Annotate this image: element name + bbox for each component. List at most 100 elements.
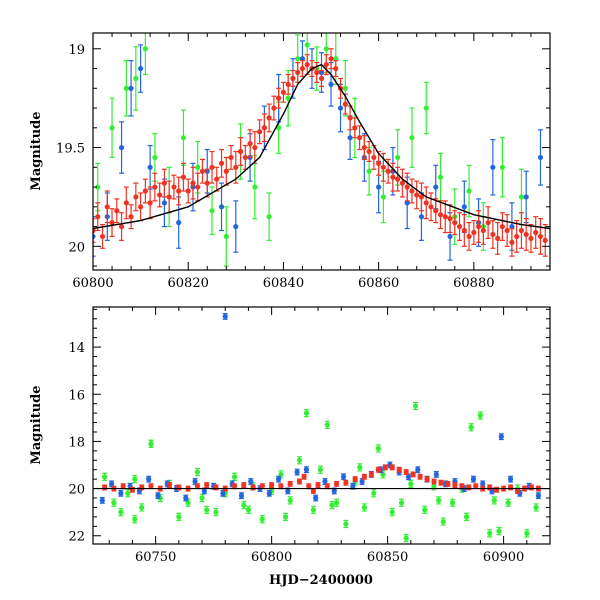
data-marker <box>317 467 323 473</box>
data-point <box>95 202 101 232</box>
data-marker <box>139 484 145 491</box>
data-marker <box>431 483 437 489</box>
data-point <box>180 162 187 192</box>
y-axis-title: Magnitude <box>29 111 44 190</box>
data-marker <box>306 483 312 489</box>
x-tick-label: 60880 <box>453 276 494 291</box>
data-marker <box>238 493 245 499</box>
data-point <box>343 479 349 486</box>
data-marker <box>347 115 353 121</box>
data-point <box>398 498 405 507</box>
data-marker <box>310 507 316 513</box>
data-point <box>101 484 108 491</box>
data-marker <box>415 467 421 473</box>
data-point <box>223 206 229 267</box>
data-point <box>296 456 303 465</box>
data-marker <box>118 144 125 151</box>
data-marker <box>480 227 486 234</box>
data-marker <box>452 220 458 226</box>
data-point <box>176 484 182 491</box>
data-marker <box>533 504 539 511</box>
data-marker <box>99 233 106 240</box>
data-point <box>452 210 458 236</box>
data-marker <box>93 233 96 240</box>
data-point <box>404 172 410 202</box>
data-marker <box>466 188 472 194</box>
x-tick-label: 60800 <box>72 276 113 291</box>
data-marker <box>333 56 339 62</box>
x-tick-label: 60800 <box>251 550 292 565</box>
data-point <box>518 212 525 249</box>
data-point <box>375 466 381 473</box>
data-marker <box>185 188 191 194</box>
data-marker <box>473 483 479 489</box>
data-marker <box>437 212 444 218</box>
x-tick-label: 60900 <box>483 550 524 565</box>
data-point <box>118 489 124 497</box>
data-marker <box>266 490 272 496</box>
y-tick-label: 16 <box>68 388 85 403</box>
data-marker <box>303 410 310 416</box>
data-marker <box>128 85 134 91</box>
data-point <box>275 475 282 483</box>
data-marker <box>194 483 200 489</box>
data-marker <box>418 194 425 200</box>
data-marker <box>347 135 353 141</box>
data-marker <box>366 168 372 174</box>
data-point <box>287 496 293 505</box>
data-point <box>155 492 161 500</box>
data-marker <box>287 497 293 503</box>
data-marker <box>222 313 228 320</box>
plot-frame <box>92 306 551 545</box>
data-point <box>509 227 515 257</box>
data-point <box>93 218 96 243</box>
data-marker <box>322 478 328 485</box>
data-marker <box>282 514 289 520</box>
data-marker <box>294 469 300 475</box>
data-marker <box>142 188 148 194</box>
y-tick-label: 22 <box>68 530 85 545</box>
data-marker <box>518 227 525 234</box>
data-point <box>494 486 500 493</box>
data-point <box>528 484 535 491</box>
data-marker <box>447 216 453 222</box>
data-point <box>318 69 325 87</box>
data-point <box>195 172 201 202</box>
data-marker <box>190 180 196 186</box>
data-point <box>109 97 115 159</box>
data-point <box>101 472 108 481</box>
data-point <box>535 492 542 500</box>
data-marker <box>275 476 282 482</box>
data-point <box>471 220 477 245</box>
data-point <box>128 60 134 117</box>
data-point <box>213 484 219 491</box>
data-marker <box>342 101 348 107</box>
data-marker <box>120 483 126 489</box>
data-point <box>466 484 472 491</box>
data-marker <box>257 129 263 135</box>
data-marker <box>237 148 244 155</box>
data-point <box>183 494 189 502</box>
data-point <box>466 222 472 251</box>
data-point <box>146 475 152 483</box>
data-marker <box>252 184 258 190</box>
data-point <box>409 178 415 204</box>
data-point <box>114 198 120 224</box>
data-marker <box>176 188 182 194</box>
data-point <box>499 137 505 198</box>
data-point <box>333 60 339 78</box>
data-point <box>133 46 139 111</box>
data-marker <box>398 500 405 506</box>
data-marker <box>161 180 168 186</box>
data-point <box>157 182 163 208</box>
data-marker <box>490 231 496 238</box>
data-marker <box>152 154 158 161</box>
data-marker <box>333 65 339 72</box>
data-point <box>185 178 191 204</box>
data-point <box>204 482 210 489</box>
data-point <box>118 508 124 517</box>
data-marker <box>518 194 525 200</box>
data-marker <box>285 95 291 101</box>
data-point <box>409 107 415 168</box>
data-point <box>523 218 529 251</box>
